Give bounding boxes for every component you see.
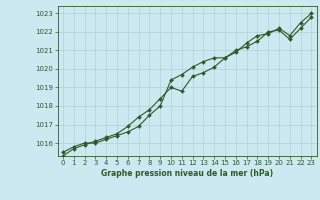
X-axis label: Graphe pression niveau de la mer (hPa): Graphe pression niveau de la mer (hPa) [101,169,273,178]
